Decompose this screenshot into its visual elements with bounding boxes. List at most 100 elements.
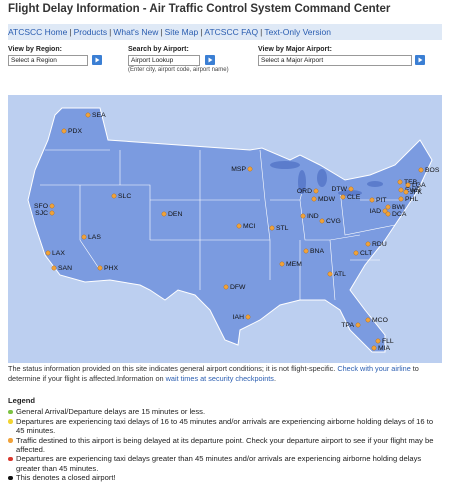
search-go[interactable] xyxy=(205,55,215,65)
airport-dot xyxy=(385,204,391,210)
airport-code: BOS xyxy=(425,167,440,174)
legend-item: Traffic destined to this airport is bein… xyxy=(8,436,438,455)
nav-link[interactable]: Site Map xyxy=(164,27,199,37)
region-go[interactable] xyxy=(92,55,102,65)
airport[interactable]: RDU xyxy=(365,241,387,248)
airport-dot xyxy=(161,211,167,217)
airport[interactable]: SAN xyxy=(51,265,72,272)
nav-separator: | xyxy=(260,27,263,37)
airport-dot xyxy=(340,194,346,200)
nav-link[interactable]: ATCSCC Home xyxy=(8,27,68,37)
airport[interactable]: EWR xyxy=(398,187,421,194)
airport-dot xyxy=(51,265,57,271)
airport-code: SAN xyxy=(58,265,72,272)
airport-code: CLT xyxy=(360,250,372,257)
airport-dot xyxy=(111,193,117,199)
airport-code: JFK xyxy=(410,189,423,196)
airport-code: DTW xyxy=(332,186,348,193)
airport[interactable]: DEN xyxy=(161,211,183,218)
legend-text: General Arrival/Departure delays are 15 … xyxy=(16,407,206,417)
airport[interactable]: CLE xyxy=(340,194,361,201)
legend-text: Departures are experiencing taxi delays … xyxy=(16,454,422,473)
airport[interactable]: MCO xyxy=(365,317,388,324)
legend-text: Departures are experiencing taxi delays … xyxy=(16,416,434,436)
major-select[interactable]: Select a Major Airport xyxy=(258,55,412,66)
major-go[interactable] xyxy=(415,55,425,65)
airport[interactable]: FLL xyxy=(375,338,394,345)
region-select[interactable]: Select a Region xyxy=(8,55,88,66)
airport-code: STL xyxy=(276,225,289,232)
legend-dot xyxy=(8,456,13,462)
airport-dot xyxy=(403,189,409,195)
nav-separator: | xyxy=(69,27,72,37)
nav-link[interactable]: ATCSCC FAQ xyxy=(204,27,259,37)
airport[interactable]: BWI xyxy=(385,204,405,211)
airport-code: IAD xyxy=(370,208,381,215)
airport[interactable]: ORD xyxy=(297,188,319,195)
airport[interactable]: STL xyxy=(269,225,289,232)
airport-code: MDW xyxy=(318,196,336,203)
airport-dot xyxy=(355,322,361,328)
airport[interactable]: IAH xyxy=(233,314,251,321)
airport[interactable]: MEM xyxy=(279,261,302,268)
airport[interactable]: SJC xyxy=(35,210,55,217)
airport[interactable]: IAD xyxy=(370,208,388,215)
airport-dot xyxy=(327,271,333,277)
airport[interactable]: TPA xyxy=(341,322,361,329)
search-input[interactable]: Airport Lookup xyxy=(128,55,200,66)
legend-item: General Arrival/Departure delays are 15 … xyxy=(8,407,438,416)
airport[interactable]: MSP xyxy=(231,166,253,173)
airport-dot xyxy=(398,187,404,193)
airport[interactable]: MCI xyxy=(236,223,256,230)
airport-code: ATL xyxy=(334,271,346,278)
airport[interactable]: DCA xyxy=(385,211,407,218)
airport[interactable]: CVG xyxy=(319,218,341,225)
status-text: . xyxy=(273,373,276,383)
airport[interactable]: DTW xyxy=(332,186,354,193)
airport[interactable]: MIA xyxy=(371,345,391,352)
airport-dot xyxy=(369,197,375,203)
airport-code: SLC xyxy=(118,193,131,200)
airport[interactable]: PHL xyxy=(398,196,419,203)
airport[interactable]: SEA xyxy=(85,112,106,119)
nav-link[interactable]: Products xyxy=(73,27,108,37)
airport-code: RDU xyxy=(372,241,387,248)
airport-code: BNA xyxy=(310,248,324,255)
airport-dot xyxy=(269,225,275,231)
legend-title: Legend xyxy=(8,396,36,405)
airport[interactable]: PHX xyxy=(97,265,119,272)
airport[interactable]: PDX xyxy=(61,128,83,135)
status-text: to determine if your flight is affected.… xyxy=(8,364,419,383)
airport[interactable]: LAX xyxy=(45,250,66,257)
airport[interactable]: MDW xyxy=(311,196,336,203)
airport-dot xyxy=(365,241,371,247)
airport-dot xyxy=(49,203,55,209)
airport[interactable]: SFO xyxy=(34,203,55,210)
nav-link[interactable]: Text-Only Version xyxy=(264,27,331,37)
security-link[interactable]: wait times at security checkpoints xyxy=(165,373,274,383)
airport[interactable]: LAS xyxy=(81,234,102,241)
airport-code: PDX xyxy=(68,128,82,135)
airport-dot xyxy=(418,167,424,173)
airport[interactable]: BOS xyxy=(418,167,440,174)
airport-code: SFO xyxy=(34,203,48,210)
airport[interactable]: TEB xyxy=(397,179,418,186)
airport-dot xyxy=(61,128,67,134)
search-label: Search by Airport: xyxy=(128,46,189,53)
airline-link[interactable]: Check with your airline xyxy=(337,364,411,373)
airport-code: LAX xyxy=(52,250,65,257)
airport[interactable]: ATL xyxy=(327,271,346,278)
airport[interactable]: IND xyxy=(300,213,319,220)
airport[interactable]: CLT xyxy=(353,250,373,257)
nav-link[interactable]: What's New xyxy=(113,27,159,37)
airport-dot xyxy=(405,182,411,188)
airport[interactable]: SLC xyxy=(111,193,132,200)
airport[interactable]: LGA xyxy=(405,182,426,189)
airport-code: DCA xyxy=(392,211,407,218)
legend-dot xyxy=(8,409,13,415)
airport[interactable]: JFK xyxy=(403,189,423,196)
airport[interactable]: DFW xyxy=(223,284,246,291)
airport[interactable]: BNA xyxy=(303,248,325,255)
airport[interactable]: PIT xyxy=(369,197,387,204)
